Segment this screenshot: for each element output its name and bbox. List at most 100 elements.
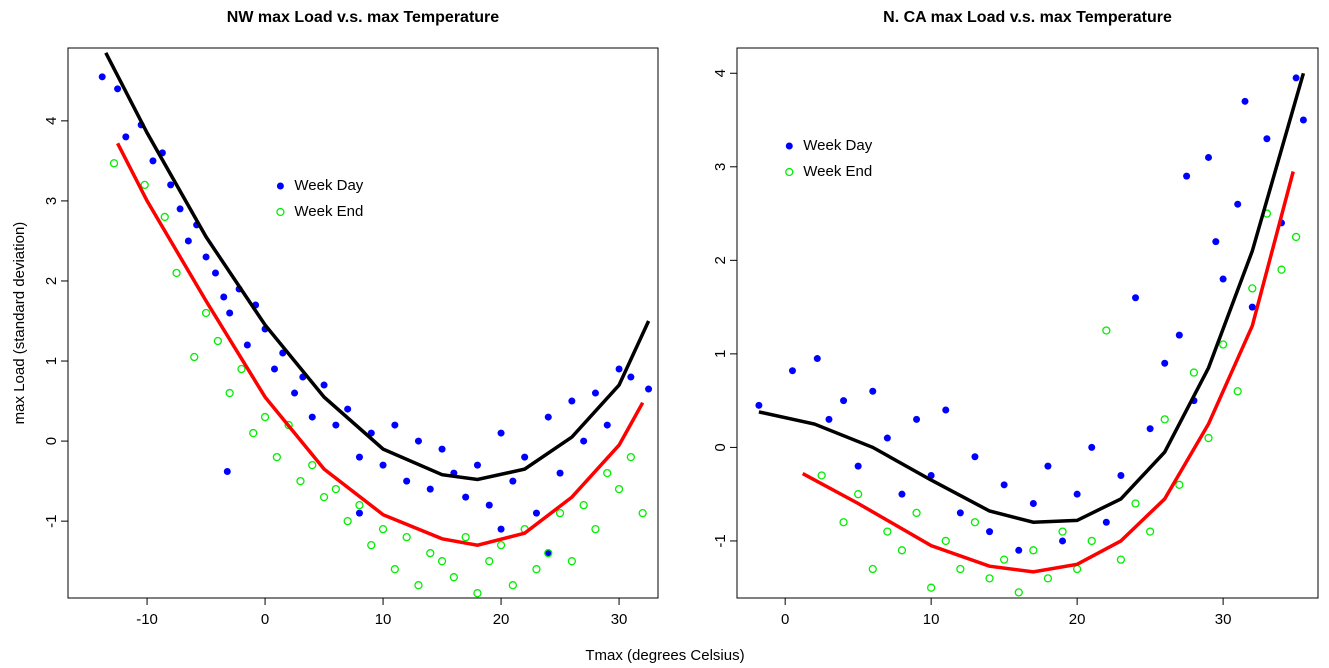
chart-title: NW max Load v.s. max Temperature (227, 9, 499, 26)
data-point (497, 429, 505, 437)
data-point (296, 476, 305, 486)
data-point (614, 484, 624, 494)
data-point (391, 421, 399, 429)
x-tick-label: 10 (375, 611, 392, 628)
data-point (260, 412, 270, 422)
data-point (603, 468, 612, 478)
data-point (556, 469, 564, 477)
data-point (568, 397, 576, 405)
data-point (1204, 433, 1213, 443)
x-axis-label: Tmax (degrees Celsius) (585, 647, 744, 664)
data-point (291, 389, 299, 397)
data-point (449, 573, 459, 582)
data-point (249, 428, 258, 438)
data-point (355, 500, 364, 510)
data-point (544, 549, 552, 557)
data-point (403, 477, 411, 485)
data-point (190, 352, 199, 362)
data-point (1212, 238, 1220, 246)
data-point (913, 415, 921, 423)
data-point (840, 397, 848, 405)
fit-curve (104, 51, 651, 482)
data-point (956, 564, 965, 574)
data-point (555, 508, 565, 518)
data-point (897, 546, 907, 555)
data-point (461, 533, 470, 542)
data-point (883, 527, 892, 536)
data-point (114, 85, 122, 93)
y-tick-label: 1 (712, 350, 729, 358)
legend-label: Week End (294, 203, 363, 220)
data-point (970, 518, 980, 527)
data-point (1102, 518, 1110, 526)
y-tick-label: -1 (712, 534, 729, 547)
data-point (367, 541, 376, 550)
data-point (167, 181, 175, 189)
data-point (184, 237, 192, 245)
data-point (868, 564, 877, 574)
data-point (971, 453, 979, 461)
data-point (414, 437, 422, 445)
data-point (912, 508, 921, 518)
data-point (1218, 340, 1228, 349)
x-tick-label: 30 (1215, 611, 1232, 628)
data-point (426, 549, 435, 558)
y-tick-label: 3 (43, 197, 60, 205)
data-point (1205, 153, 1213, 161)
data-point (272, 452, 282, 462)
plot-frame (67, 47, 659, 599)
data-point (1234, 200, 1242, 208)
data-point (172, 268, 181, 278)
data-point (212, 269, 219, 277)
data-point (1241, 97, 1249, 105)
data-point (1102, 326, 1111, 335)
fit-curve (801, 171, 1295, 574)
data-point (986, 528, 994, 536)
data-point (414, 581, 423, 590)
legend-marker (785, 142, 793, 150)
data-point (109, 159, 119, 168)
legend-label: Week End (803, 163, 872, 180)
legend-marker (276, 207, 285, 217)
y-tick-label: 0 (43, 437, 60, 445)
legend-label: Week Day (803, 137, 872, 154)
data-point (544, 413, 552, 421)
data-point (1248, 284, 1257, 293)
data-point (462, 493, 470, 501)
data-point (1277, 265, 1286, 274)
data-point (883, 434, 891, 442)
data-point (202, 253, 210, 261)
fit-curve (116, 142, 645, 547)
legend-marker (276, 182, 284, 190)
data-point (1029, 500, 1037, 508)
data-point (1058, 527, 1067, 536)
data-point (1088, 443, 1096, 451)
data-point (226, 309, 234, 317)
data-point (390, 565, 400, 574)
x-tick-label: 0 (781, 611, 789, 628)
data-point (1292, 74, 1300, 82)
y-tick-label: 3 (712, 163, 729, 171)
data-point (122, 133, 130, 141)
data-point (854, 490, 863, 499)
data-point (1014, 588, 1023, 597)
data-point (567, 557, 577, 566)
data-point (1131, 499, 1140, 508)
fit-curve (758, 72, 1306, 524)
data-point (788, 367, 796, 375)
data-point (603, 421, 611, 429)
data-point (485, 501, 493, 509)
data-point (1183, 172, 1191, 180)
y-tick-label: 2 (712, 256, 729, 264)
data-point (319, 492, 329, 502)
data-point (521, 453, 529, 461)
data-point (941, 536, 950, 546)
data-point (839, 518, 848, 527)
x-tick-label: -10 (136, 611, 158, 628)
data-point (755, 401, 763, 409)
data-point (1161, 359, 1169, 367)
data-point (591, 389, 599, 397)
data-point (220, 293, 228, 301)
chart-title: N. CA max Load v.s. max Temperature (883, 9, 1172, 26)
data-point (332, 421, 340, 429)
